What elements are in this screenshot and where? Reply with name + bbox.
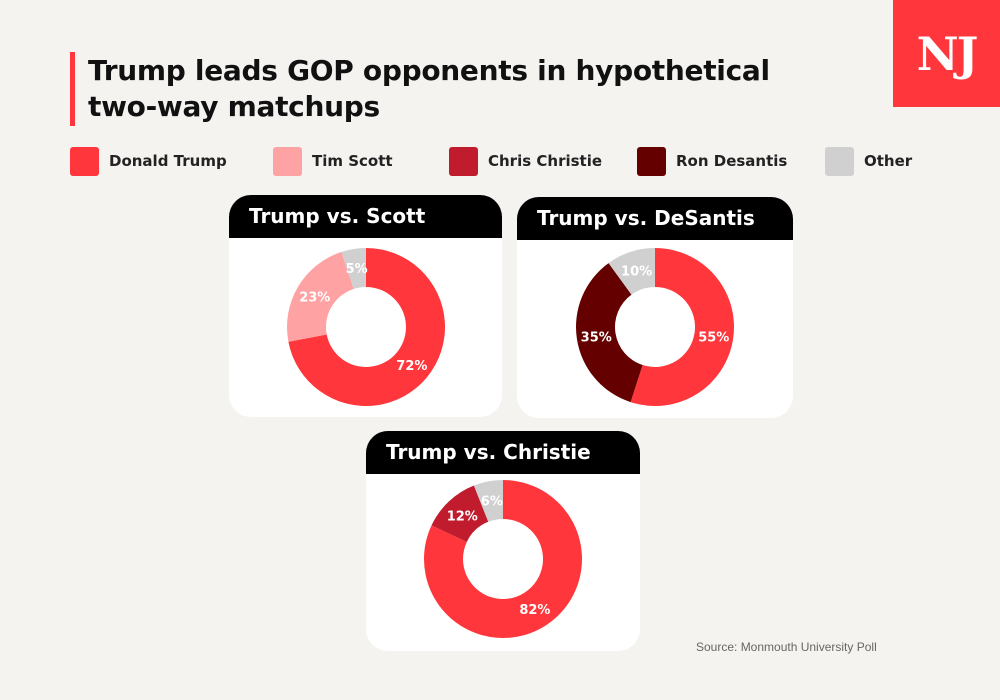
legend-swatch <box>70 146 99 176</box>
chart-title: Trump vs. Christie <box>366 431 640 474</box>
donut-slice-other <box>608 248 655 295</box>
slice-label-tim-scott: 23% <box>299 291 330 306</box>
legend-item-tim-scott: Tim Scott <box>273 146 393 176</box>
legend-label: Tim Scott <box>312 152 393 170</box>
legend-swatch <box>449 146 478 176</box>
page-title: Trump leads GOP opponents in hypothetica… <box>88 54 770 123</box>
legend-swatch <box>273 146 302 176</box>
legend-swatch <box>637 146 666 176</box>
donut-slice-other <box>473 480 503 522</box>
chart-card-trump-vs-desantis: 55% 35% 10% Trump vs. DeSantis <box>517 197 793 418</box>
slice-label-donald-trump: 55% <box>698 330 729 345</box>
legend-label: Ron Desantis <box>676 152 788 170</box>
slice-label-chris-christie: 12% <box>447 510 478 525</box>
donut-chart-trump-vs-desantis: 55% 35% 10% <box>576 248 734 406</box>
donut-slice-chris-christie <box>431 485 489 542</box>
legend-item-ron-desantis: Ron Desantis <box>637 146 787 176</box>
donut-slice-donald-trump <box>630 248 734 406</box>
legend-label: Donald Trump <box>109 152 227 170</box>
slice-label-other: 10% <box>621 264 652 279</box>
donut-chart-trump-vs-scott: 72% 23% 5% <box>287 248 445 406</box>
donut-slice-donald-trump <box>424 480 582 638</box>
slice-label-other: 5% <box>346 262 368 277</box>
title-accent-bar <box>70 52 75 126</box>
legend-item-chris-christie: Chris Christie <box>449 146 602 176</box>
nj-logo: NJ <box>893 0 1000 107</box>
chart-card-trump-vs-christie: 82% 12% 6% Trump vs. Christie <box>366 431 640 651</box>
legend-label: Other <box>864 152 913 170</box>
slice-label-other: 6% <box>481 495 503 510</box>
donut-chart-trump-vs-christie: 82% 12%6% <box>424 480 582 638</box>
slice-label-ron-desantis: 35% <box>581 330 612 345</box>
legend: Donald Trump Tim Scott Chris Christie Ro… <box>0 146 1000 176</box>
donut-slice-tim-scott <box>287 251 354 342</box>
donut-slice-other <box>341 248 366 289</box>
slice-label-donald-trump: 72% <box>396 359 427 374</box>
donut-slice-ron-desantis <box>576 263 643 403</box>
chart-title: Trump vs. DeSantis <box>517 197 793 240</box>
chart-title: Trump vs. Scott <box>229 195 502 238</box>
legend-item-other: Other <box>825 146 912 176</box>
legend-label: Chris Christie <box>488 152 603 170</box>
source-note: Source: Monmouth University Poll <box>696 640 877 654</box>
legend-item-donald-trump: Donald Trump <box>70 146 227 176</box>
slice-label-donald-trump: 82% <box>519 603 550 618</box>
legend-swatch <box>825 146 854 176</box>
donut-slice-donald-trump <box>288 248 445 406</box>
chart-card-trump-vs-scott: 72% 23% 5% Trump vs. Scott <box>229 195 502 417</box>
